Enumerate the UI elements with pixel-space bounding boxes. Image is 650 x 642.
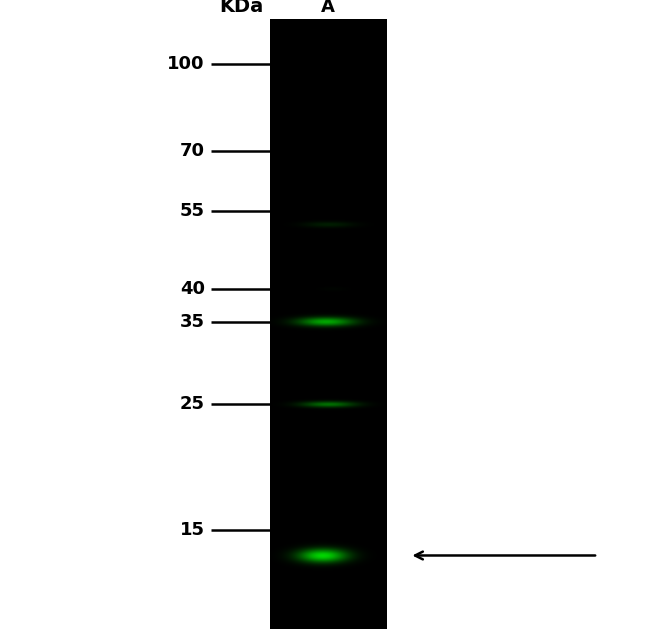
Text: 15: 15 [180, 521, 205, 539]
Text: KDa: KDa [219, 0, 263, 16]
Bar [270, 19, 387, 629]
Text: 35: 35 [180, 313, 205, 331]
Text: 25: 25 [180, 395, 205, 413]
Text: 55: 55 [180, 202, 205, 220]
Text: 40: 40 [180, 280, 205, 298]
Text: 70: 70 [180, 143, 205, 160]
Text: A: A [321, 0, 335, 16]
Text: 100: 100 [167, 55, 205, 73]
